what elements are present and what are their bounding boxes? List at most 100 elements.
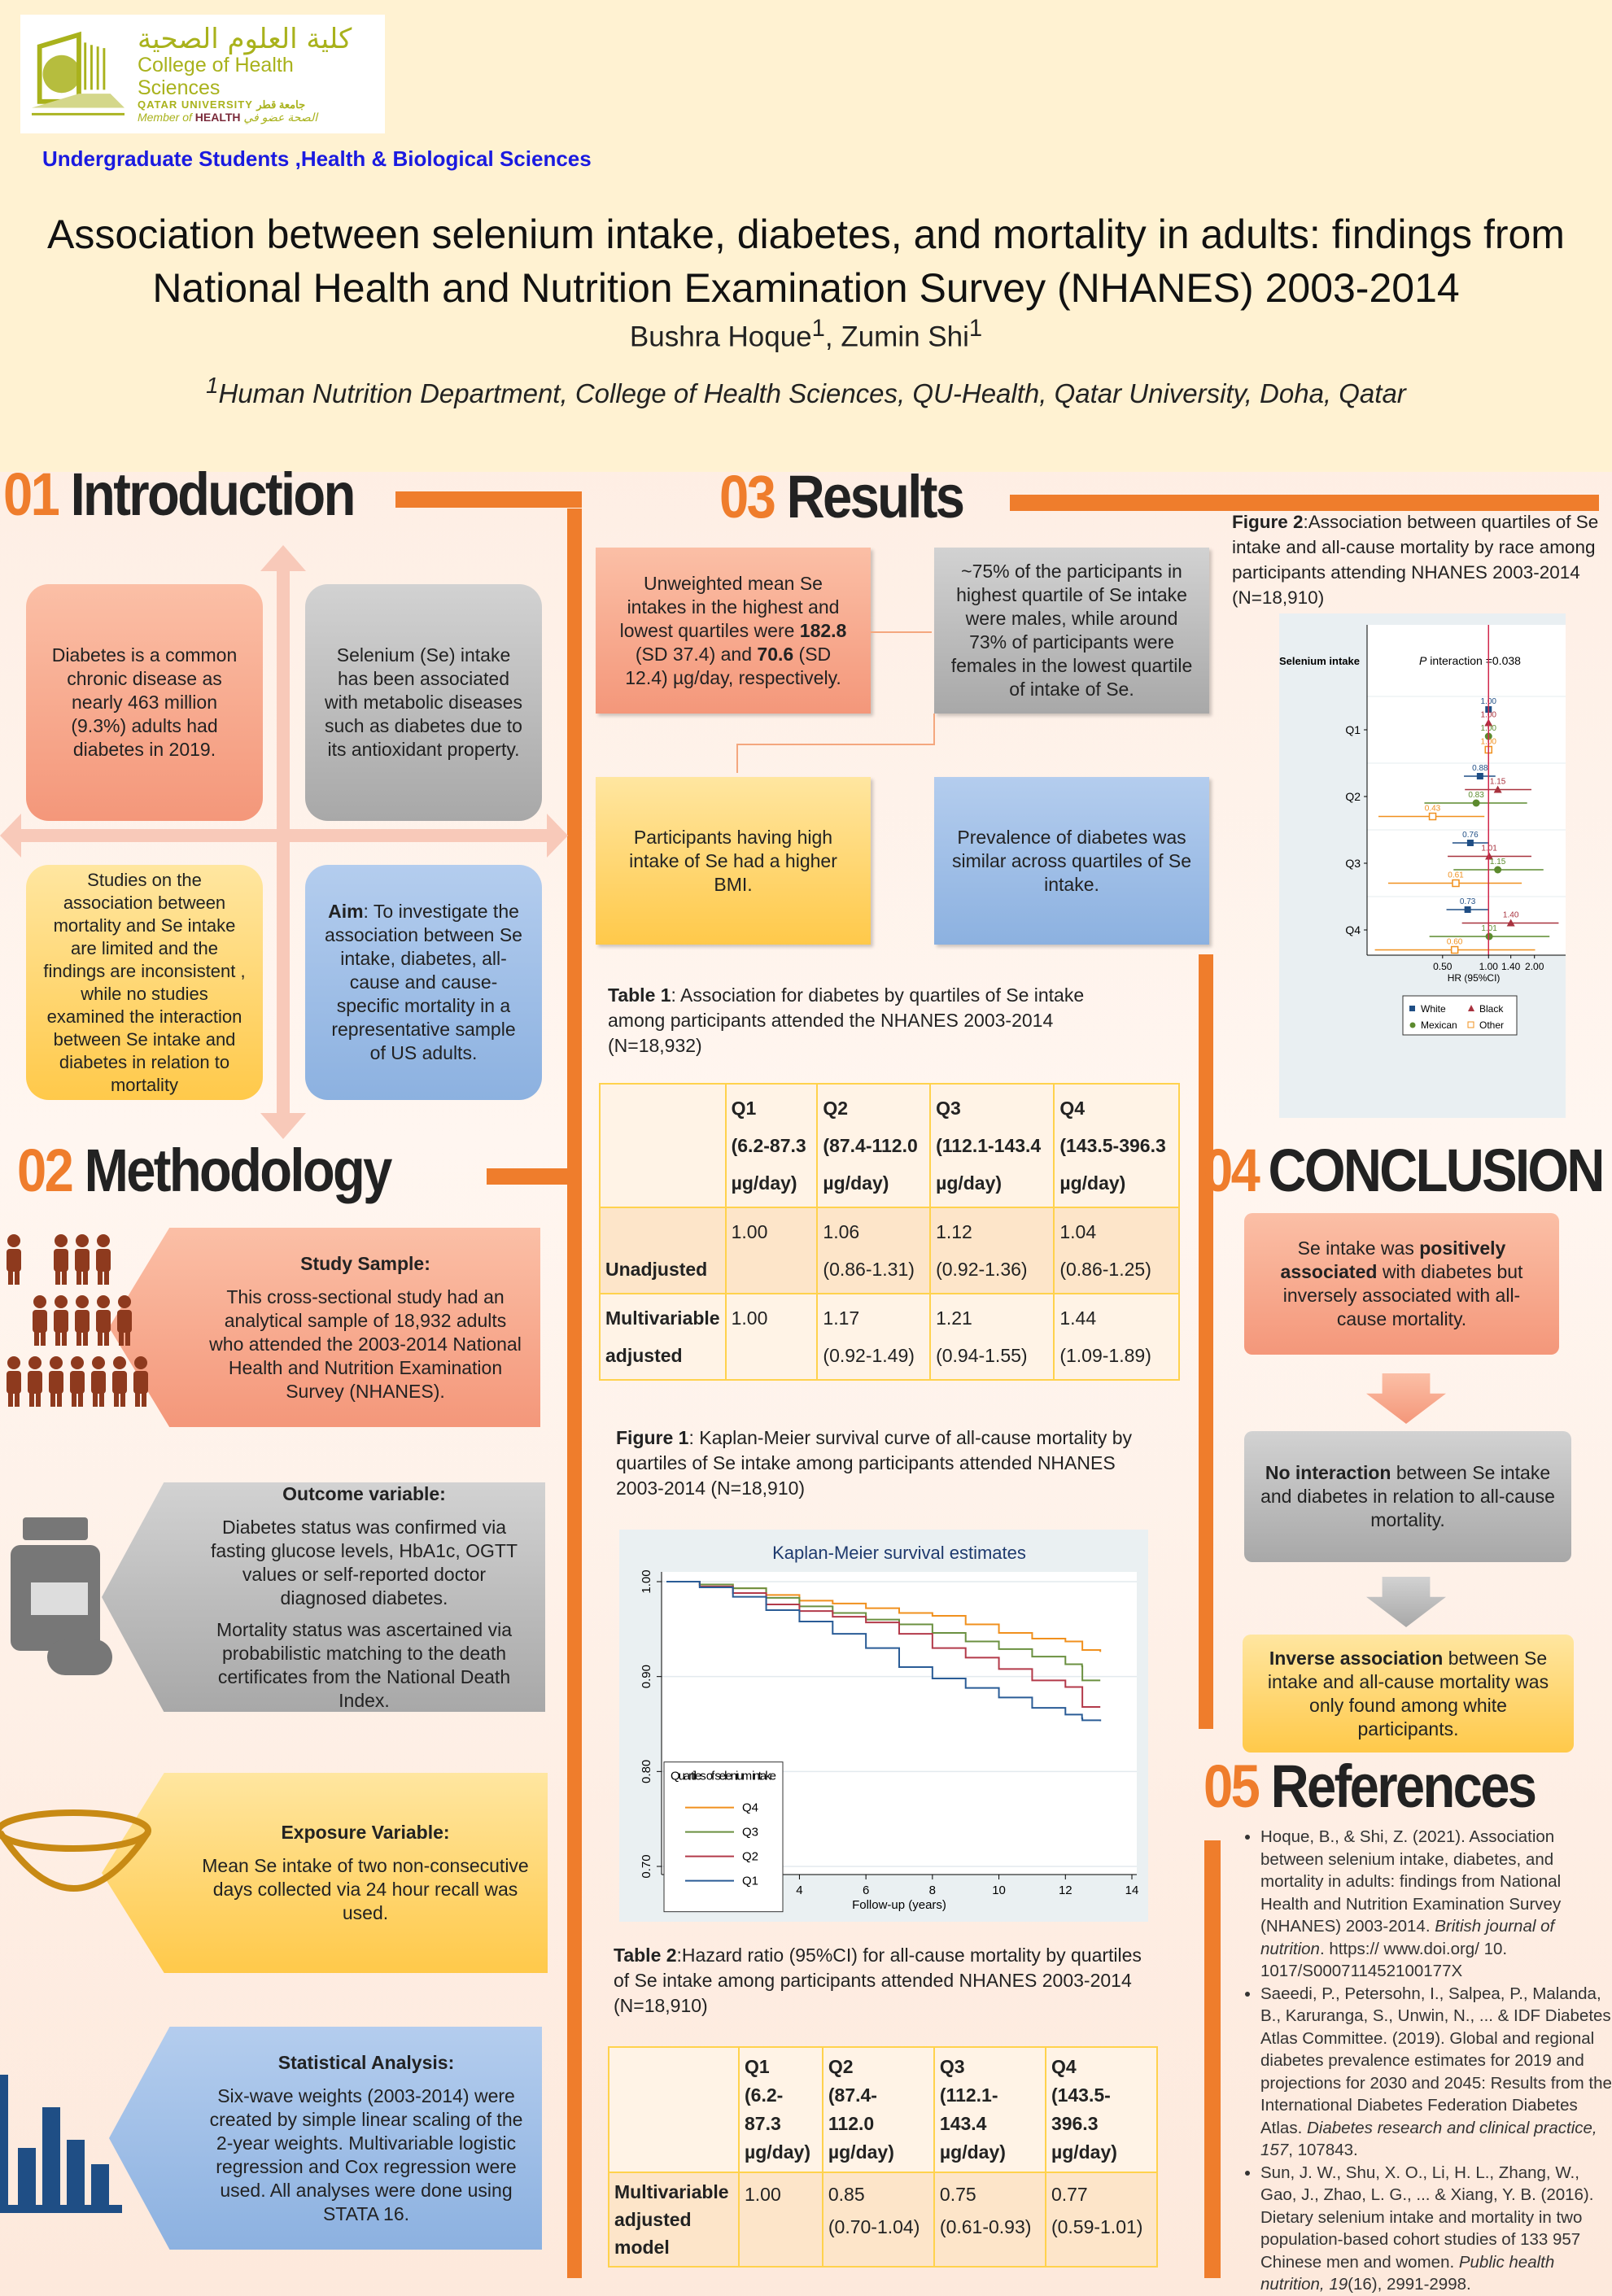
km-line-q1	[666, 1581, 1102, 1722]
method-text: Diabetes status was confirmed via fastin…	[210, 1516, 518, 1609]
marker-black	[1485, 852, 1494, 860]
x-axis-label: HR (95%CI)	[1448, 972, 1501, 984]
chart-title: Kaplan-Meier survival estimates	[772, 1543, 1026, 1563]
author-name: Zumin Shi	[841, 321, 969, 353]
conclusion-text: Se intake was	[1297, 1237, 1420, 1259]
arrow-down-icon	[1366, 1373, 1446, 1424]
logo-english-name: College of Health Sciences	[137, 54, 294, 99]
value-label: 1.15	[1490, 858, 1506, 866]
x-tick-label: 0.50	[1433, 961, 1453, 972]
table-row: Multivariable adjusted 1.00 1.17 (0.92-1.4…	[599, 1293, 1180, 1381]
divider	[1010, 495, 1599, 511]
method-title: Exposure Variable:	[281, 1822, 450, 1843]
section-heading-conclusion: 04 CONCLUSION	[1204, 1136, 1605, 1205]
x-tick-label: 1.00	[1479, 961, 1499, 972]
conclusion-emphasis: positively associated	[1280, 1237, 1506, 1282]
arrow-down-icon	[1366, 1577, 1446, 1627]
conclusion-2: No interaction between Se intake and dia…	[1244, 1431, 1571, 1562]
divider	[1204, 1840, 1221, 2278]
author-separator: ,	[824, 321, 841, 353]
logo-university: QATAR UNIVERSITY جامعة قطر	[137, 98, 306, 111]
authors: Bushra Hoque1, Zumin Shi1	[0, 316, 1612, 354]
caption-text: : Association for diabetes by quartiles …	[608, 984, 1085, 1056]
reference-list: Hoque, B., & Shi, Z. (2021). Association…	[1243, 1826, 1612, 2296]
marker-white	[1464, 906, 1471, 913]
y-tick-label: 0.90	[640, 1665, 653, 1688]
pill-bottle-icon	[11, 1517, 112, 1675]
method-statistical-analysis: Statistical Analysis: Six-wave weights (2…	[109, 2027, 542, 2250]
poster-title: Association between selenium intake, dia…	[0, 207, 1612, 315]
value-label: 0.88	[1472, 764, 1488, 773]
legend-label: Black	[1479, 1003, 1504, 1015]
department-label: Undergraduate Students ,Health & Biologi…	[42, 146, 592, 171]
title-line-2: National Health and Nutrition Examinatio…	[152, 265, 1460, 311]
reference-item: Hoque, B., & Shi, Z. (2021). Association…	[1260, 1826, 1612, 1983]
marker-mexican	[1494, 866, 1502, 874]
p-interaction-annotation: P interaction =0.038	[1419, 654, 1521, 667]
legend-label: Other	[1479, 1019, 1504, 1031]
logo-arabic-name: كلية العلوم الصحية	[137, 22, 352, 55]
marker-other	[1450, 945, 1459, 954]
method-outcome-variable: Outcome variable: Diabetes status was con…	[102, 1482, 545, 1712]
legend-marker	[1409, 1022, 1416, 1028]
title-line-1: Association between selenium intake, dia…	[47, 212, 1565, 257]
caption-text: :Hazard ratio (95%CI) for all-cause mort…	[614, 1945, 1142, 2016]
row-label: Unadjusted	[599, 1207, 727, 1294]
marker-mexican	[1485, 932, 1493, 941]
logo-emblem-icon	[32, 31, 125, 116]
x-tick-label: 1.40	[1501, 961, 1521, 972]
method-title: Study Sample:	[300, 1252, 430, 1274]
table1: Q1 (6.2-87.3 µg/day) Q2 (87.4-112.0 µg/day) …	[599, 1083, 1180, 1381]
college-logo: كلية العلوم الصحية College of Health Sci…	[20, 15, 385, 133]
conclusion-3: Inverse association between Se intake an…	[1243, 1635, 1574, 1753]
table-cell	[608, 2046, 740, 2173]
bowl-icon	[0, 1809, 151, 1892]
section-title: References	[1270, 1753, 1537, 1820]
result-value: 70.6	[757, 643, 794, 665]
cross-arrows-icon	[0, 545, 568, 1139]
kaplan-meier-chart: Kaplan-Meier survival estimates 0.70 0.80 0…	[619, 1530, 1148, 1922]
table-cell: 1.17 (0.92-1.49)	[816, 1293, 932, 1381]
method-exposure-variable: Exposure Variable: Mean Se intake of two …	[102, 1773, 548, 1973]
intro-box-selenium: Selenium (Se) intake has been associated…	[305, 584, 542, 821]
table-cell: 1.00	[738, 2172, 823, 2268]
legend-marker	[1467, 1021, 1474, 1028]
table-cell: 1.12 (0.92-1.36)	[929, 1207, 1055, 1294]
reference-item: Sun, J. W., Shu, X. O., Li, H. L., Zhang…	[1260, 2162, 1612, 2296]
table-cell: 1.00	[724, 1293, 819, 1381]
section-heading-methodology: 02 Methodology	[17, 1136, 392, 1205]
x-axis-label: Follow-up (years)	[852, 1898, 946, 1912]
legend-label: Mexican	[1421, 1019, 1457, 1031]
affiliation-text: Human Nutrition Department, College of H…	[218, 378, 1406, 408]
method-text: This cross-sectional study had an analyt…	[209, 1285, 522, 1402]
x-tick-label: 12	[1059, 1884, 1072, 1897]
value-label: 0.76	[1462, 831, 1479, 840]
row-label: Multivariable adjusted	[599, 1293, 727, 1381]
bar-chart-icon	[0, 2075, 122, 2213]
value-label: 0.61	[1448, 871, 1464, 880]
column-divider	[1199, 954, 1213, 1729]
category-label: Q2	[1345, 790, 1361, 803]
x-tick-label: 10	[992, 1884, 1006, 1897]
author-name: Bushra Hoque	[629, 321, 812, 353]
result-text: Unweighted mean Se intakes in the highes…	[619, 572, 840, 641]
author-affiliation-mark: 1	[968, 316, 983, 342]
conclusion-emphasis: No interaction	[1265, 1462, 1391, 1483]
marker-mexican	[1472, 799, 1480, 807]
table-cell: 1.21 (0.94-1.55)	[929, 1293, 1055, 1381]
table-cell: 1.44 (1.09-1.89)	[1053, 1293, 1180, 1381]
table-cell	[599, 1083, 727, 1208]
conclusion-emphasis: Inverse association	[1269, 1647, 1444, 1669]
legend-label: Q1	[742, 1875, 758, 1888]
figure1-caption: Figure 1: Kaplan-Meier survival curve of…	[616, 1425, 1145, 1501]
section-heading-introduction: 01 Introduction	[3, 460, 356, 529]
legend-marker	[1468, 1005, 1474, 1011]
y-tick-label: 0.70	[640, 1854, 653, 1878]
y-tick-label: 1.00	[640, 1569, 653, 1593]
conclusion-1: Se intake was positively associated with…	[1244, 1213, 1559, 1355]
section-number: 04	[1204, 1137, 1260, 1204]
